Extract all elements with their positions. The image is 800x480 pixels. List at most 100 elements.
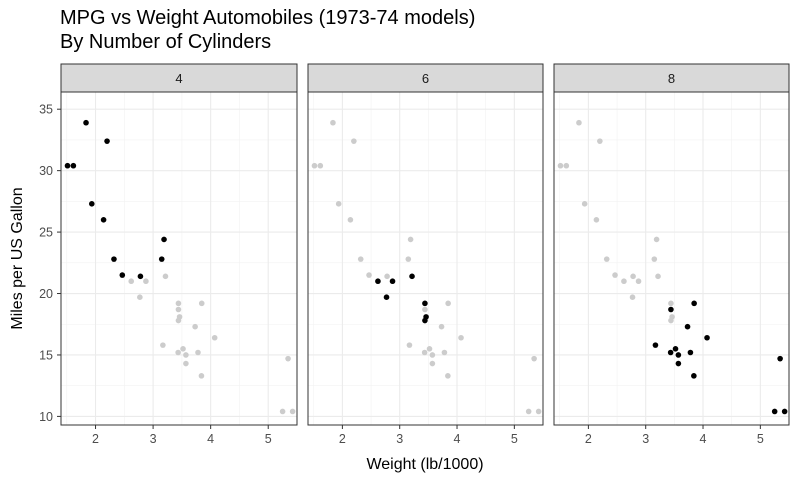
- background-point: [180, 346, 186, 352]
- background-point: [438, 323, 445, 330]
- background-point: [525, 408, 532, 415]
- background-point: [183, 352, 189, 358]
- facet-strip-label: 8: [668, 71, 675, 86]
- data-point: [383, 294, 390, 301]
- background-point: [351, 138, 357, 144]
- background-point: [317, 162, 324, 169]
- data-point: [119, 272, 126, 278]
- data-point: [771, 408, 778, 415]
- background-point: [668, 317, 674, 324]
- background-point: [192, 323, 198, 330]
- background-point: [581, 201, 588, 207]
- background-point: [162, 273, 169, 280]
- data-point: [422, 300, 428, 307]
- background-point: [330, 119, 336, 126]
- facet-strip-label: 4: [175, 71, 182, 86]
- x-tick-label: 2: [585, 432, 592, 446]
- background-point: [384, 273, 390, 280]
- data-point: [64, 162, 71, 169]
- data-point: [161, 236, 167, 243]
- chart-title: MPG vs Weight Automobiles (1973-74 model…: [60, 7, 476, 53]
- x-tick-label: 5: [511, 432, 518, 446]
- x-tick-label: 4: [454, 432, 461, 446]
- data-point: [70, 162, 77, 169]
- background-point: [175, 300, 182, 307]
- panel-background: [61, 92, 297, 425]
- x-tick-label: 2: [92, 432, 99, 446]
- background-point: [143, 278, 149, 285]
- background-point: [211, 334, 218, 341]
- data-point: [158, 256, 165, 262]
- background-point: [429, 360, 436, 367]
- background-point: [612, 272, 618, 278]
- data-point: [691, 300, 697, 307]
- background-point: [366, 272, 372, 278]
- x-axis-title: Weight (lb/1000): [366, 456, 483, 473]
- data-point: [375, 278, 381, 285]
- background-point: [531, 355, 537, 362]
- background-point: [597, 138, 603, 144]
- x-tick-label: 2: [339, 432, 346, 446]
- x-tick-label: 5: [265, 432, 272, 446]
- background-point: [445, 373, 451, 379]
- background-point: [603, 256, 610, 262]
- background-point: [289, 408, 296, 415]
- background-point: [445, 300, 451, 307]
- data-point: [409, 273, 415, 280]
- facet-panel-6: 6 2 3 4 5: [307, 63, 544, 446]
- data-point: [777, 355, 783, 362]
- data-point: [104, 138, 110, 144]
- panel-background: [554, 92, 789, 425]
- data-point: [667, 349, 674, 356]
- data-point: [781, 408, 788, 415]
- y-tick-label: 35: [39, 103, 53, 117]
- background-point: [629, 294, 636, 301]
- facet-strip: [553, 63, 790, 93]
- background-point: [668, 300, 674, 307]
- x-tick-label: 3: [642, 432, 649, 446]
- y-tick-label: 30: [39, 164, 53, 178]
- background-point: [593, 216, 600, 223]
- panel-background: [308, 92, 543, 425]
- background-point: [441, 349, 448, 356]
- background-point: [421, 349, 428, 356]
- facet-strip: [307, 63, 544, 93]
- data-point: [684, 323, 691, 330]
- x-tick-label: 4: [207, 432, 214, 446]
- background-point: [279, 408, 286, 415]
- background-point: [426, 346, 433, 352]
- background-point: [621, 278, 627, 285]
- data-point: [88, 201, 95, 207]
- y-axis-title: Miles per US Gallon: [9, 187, 26, 329]
- background-point: [635, 278, 642, 285]
- background-point: [198, 300, 205, 307]
- facet-strip-label: 6: [422, 71, 429, 86]
- data-point: [137, 273, 144, 280]
- background-point: [357, 256, 364, 262]
- background-point: [653, 236, 660, 243]
- background-point: [175, 306, 182, 313]
- background-point: [429, 352, 436, 358]
- x-tick-label: 3: [396, 432, 403, 446]
- data-point: [83, 119, 89, 126]
- y-tick-label: 25: [39, 226, 53, 240]
- data-point: [672, 346, 679, 352]
- x-tick-label: 4: [700, 432, 707, 446]
- background-point: [311, 162, 318, 169]
- background-point: [651, 256, 658, 262]
- y-tick-label: 15: [39, 348, 53, 362]
- background-point: [175, 317, 182, 324]
- data-point: [704, 334, 710, 341]
- y-tick-label: 20: [39, 287, 53, 301]
- background-point: [175, 349, 181, 356]
- background-point: [335, 201, 342, 207]
- data-point: [691, 373, 697, 379]
- data-point: [389, 278, 396, 285]
- facet-panel-4: 4 2 3 4 5: [60, 63, 298, 446]
- data-point: [422, 317, 428, 324]
- facet-strip: [60, 63, 298, 93]
- x-tick-label: 3: [150, 432, 157, 446]
- background-point: [576, 119, 582, 126]
- background-point: [655, 273, 661, 280]
